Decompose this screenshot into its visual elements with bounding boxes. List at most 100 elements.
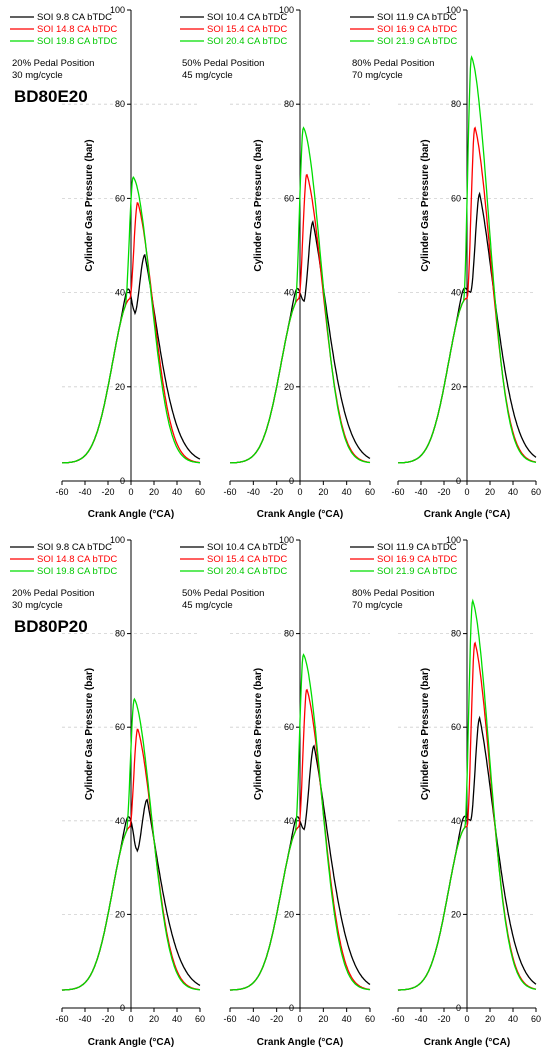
x-tick-label: -40	[414, 1014, 427, 1024]
legend-label: SOI 9.8 CA bTDC	[37, 542, 112, 553]
series-line-3	[62, 175, 200, 464]
y-tick-label: 60	[284, 722, 294, 732]
series-line-3	[61, 697, 201, 991]
legend-label: SOI 14.8 CA bTDC	[37, 24, 117, 35]
y-tick-label: 100	[279, 535, 294, 545]
x-tick-label: -60	[55, 1014, 68, 1024]
x-tick-label: 0	[297, 1014, 302, 1024]
y-tick-label: 60	[115, 722, 125, 732]
x-tick-label: -20	[437, 1014, 450, 1024]
x-tick-label: -60	[223, 1014, 236, 1024]
x-tick-label: 60	[531, 487, 541, 497]
y-tick-label: 20	[284, 382, 294, 392]
x-tick-label: -60	[223, 487, 236, 497]
x-tick-label: 20	[318, 487, 328, 497]
y-tick-label: 80	[115, 629, 125, 639]
x-tick-label: 0	[128, 1014, 133, 1024]
fuel-label: BD80P20	[14, 617, 88, 636]
legend-label: SOI 20.4 CA bTDC	[207, 36, 287, 47]
annotation-text: 80% Pedal Position	[352, 58, 434, 69]
y-tick-label: 80	[284, 629, 294, 639]
x-tick-label: 40	[342, 1014, 352, 1024]
x-tick-label: -60	[55, 487, 68, 497]
y-axis-label: Cylinder Gas Pressure (bar)	[253, 668, 264, 800]
y-axis-label: Cylinder Gas Pressure (bar)	[84, 668, 95, 800]
y-tick-label: 0	[120, 1003, 125, 1013]
y-tick-label: 100	[110, 5, 125, 15]
series-line-3	[398, 55, 537, 464]
x-tick-label: 40	[172, 1014, 182, 1024]
y-tick-label: 40	[284, 288, 294, 298]
x-axis-label: Crank Angle (°CA)	[257, 1037, 343, 1048]
x-tick-label: -40	[414, 487, 427, 497]
legend-label: SOI 11.9 CA bTDC	[377, 542, 457, 553]
x-tick-label: -20	[270, 487, 283, 497]
y-tick-label: 100	[110, 535, 125, 545]
legend-label: SOI 15.4 CA bTDC	[207, 554, 287, 565]
x-tick-label: 60	[531, 1014, 541, 1024]
x-tick-label: 20	[318, 1014, 328, 1024]
y-tick-label: 80	[451, 629, 461, 639]
chart-panel-5: 0 20 40 60 80 100 -60 -40 -20 0 20 40 60 Cylinder Gas…	[180, 535, 375, 1048]
series-line-3	[397, 598, 537, 991]
y-tick-label: 80	[451, 99, 461, 109]
annotation-text: 70 mg/cycle	[352, 600, 403, 611]
chart-panel-2: 0 20 40 60 80 100 -60 -40 -20 0 20 40 60 Cylinder Gas…	[180, 5, 375, 520]
x-tick-label: 60	[365, 487, 375, 497]
x-tick-label: 40	[508, 487, 518, 497]
legend-label: SOI 14.8 CA bTDC	[37, 554, 117, 565]
x-axis-label: Crank Angle (°CA)	[88, 1037, 174, 1048]
x-tick-label: -60	[391, 1014, 404, 1024]
y-tick-label: 100	[446, 535, 461, 545]
legend-label: SOI 9.8 CA bTDC	[37, 12, 112, 23]
annotation-text: 20% Pedal Position	[12, 58, 94, 69]
x-tick-label: -20	[270, 1014, 283, 1024]
x-tick-label: 40	[342, 487, 352, 497]
x-tick-label: -60	[391, 487, 404, 497]
legend-label: SOI 10.4 CA bTDC	[207, 542, 287, 553]
y-tick-label: 40	[115, 816, 125, 826]
x-axis-label: Crank Angle (°CA)	[257, 509, 343, 520]
annotation-text: 20% Pedal Position	[12, 588, 94, 599]
x-tick-label: -40	[78, 487, 91, 497]
annotation-text: 70 mg/cycle	[352, 70, 403, 81]
y-tick-label: 40	[115, 288, 125, 298]
y-axis-label: Cylinder Gas Pressure (bar)	[420, 139, 431, 271]
annotation-text: 30 mg/cycle	[12, 600, 63, 611]
y-axis-label: Cylinder Gas Pressure (bar)	[253, 139, 264, 271]
y-tick-label: 20	[115, 382, 125, 392]
y-axis-label: Cylinder Gas Pressure (bar)	[84, 139, 95, 271]
x-tick-label: -20	[101, 1014, 114, 1024]
fuel-label: BD80E20	[14, 87, 88, 106]
legend-label: SOI 16.9 CA bTDC	[377, 554, 457, 565]
y-tick-label: 20	[115, 909, 125, 919]
x-tick-label: 60	[195, 487, 205, 497]
x-tick-label: 0	[464, 487, 469, 497]
chart-panel-1: 0 20 40 60 80 100 -60 -40 -20 0 20 40 60 Cylinder Gas…	[10, 5, 205, 520]
y-tick-label: 60	[284, 193, 294, 203]
y-tick-label: 20	[284, 909, 294, 919]
x-axis-label: Crank Angle (°CA)	[88, 509, 174, 520]
x-tick-label: 40	[508, 1014, 518, 1024]
series-line-3	[230, 126, 371, 464]
annotation-text: 30 mg/cycle	[12, 70, 63, 81]
x-tick-label: 20	[485, 487, 495, 497]
legend-label: SOI 11.9 CA bTDC	[377, 12, 457, 23]
y-tick-label: 0	[456, 1003, 461, 1013]
legend-label: SOI 19.8 CA bTDC	[37, 566, 117, 577]
y-tick-label: 100	[446, 5, 461, 15]
x-tick-label: 20	[149, 1014, 159, 1024]
y-tick-label: 80	[115, 99, 125, 109]
x-tick-label: 0	[128, 487, 133, 497]
x-axis-label: Crank Angle (°CA)	[424, 509, 510, 520]
x-tick-label: 40	[172, 487, 182, 497]
legend-label: SOI 21.9 CA bTDC	[377, 36, 457, 47]
annotation-text: 50% Pedal Position	[182, 588, 264, 599]
legend-label: SOI 19.8 CA bTDC	[37, 36, 117, 47]
legend-label: SOI 10.4 CA bTDC	[207, 12, 287, 23]
x-tick-label: 0	[464, 1014, 469, 1024]
